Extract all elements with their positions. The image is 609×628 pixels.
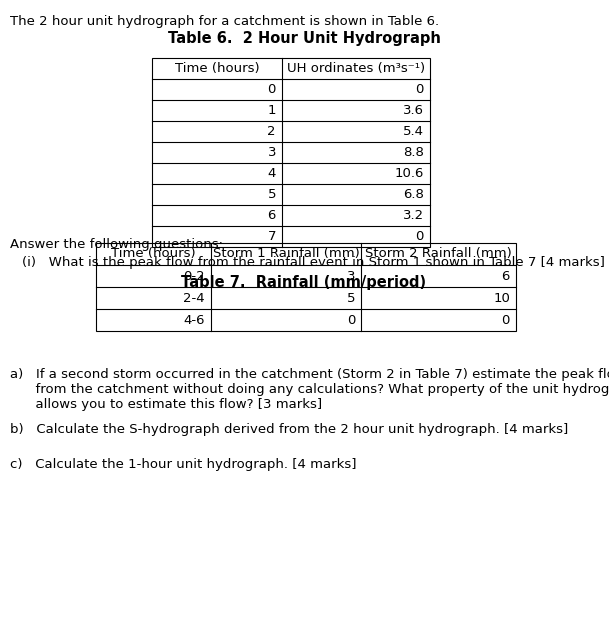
Text: a)   If a second storm occurred in the catchment (Storm 2 in Table 7) estimate t: a) If a second storm occurred in the cat… xyxy=(10,368,609,381)
Text: 1: 1 xyxy=(267,104,276,117)
Text: 5: 5 xyxy=(267,188,276,201)
Text: 6: 6 xyxy=(502,269,510,283)
Text: 2-4: 2-4 xyxy=(183,291,205,305)
Text: 4: 4 xyxy=(267,167,276,180)
Text: Time (hours): Time (hours) xyxy=(111,247,196,261)
Text: (i)   What is the peak flow from the rainfall event in Storm 1 shown in Table 7 : (i) What is the peak flow from the rainf… xyxy=(22,256,605,269)
Text: 0-2: 0-2 xyxy=(183,269,205,283)
Text: 10: 10 xyxy=(493,291,510,305)
Text: Table 7.  Rainfall (mm/period): Table 7. Rainfall (mm/period) xyxy=(181,275,426,290)
Text: 6.8: 6.8 xyxy=(403,188,424,201)
Text: 3.2: 3.2 xyxy=(403,209,424,222)
Text: allows you to estimate this flow? [3 marks]: allows you to estimate this flow? [3 mar… xyxy=(10,398,322,411)
Text: Storm 2 Rainfall (mm): Storm 2 Rainfall (mm) xyxy=(365,247,512,261)
Text: 8.8: 8.8 xyxy=(403,146,424,159)
Text: 0: 0 xyxy=(267,83,276,96)
Text: Table 6.  2 Hour Unit Hydrograph: Table 6. 2 Hour Unit Hydrograph xyxy=(167,31,440,46)
Bar xyxy=(96,243,516,331)
Text: 5.4: 5.4 xyxy=(403,125,424,138)
Bar xyxy=(152,58,430,247)
Text: 4-6: 4-6 xyxy=(183,313,205,327)
Text: 10.6: 10.6 xyxy=(395,167,424,180)
Text: 6: 6 xyxy=(267,209,276,222)
Text: UH ordinates (m³s⁻¹): UH ordinates (m³s⁻¹) xyxy=(287,62,425,75)
Text: 0: 0 xyxy=(502,313,510,327)
Text: b)   Calculate the S-hydrograph derived from the 2 hour unit hydrograph. [4 mark: b) Calculate the S-hydrograph derived fr… xyxy=(10,423,568,436)
Text: 0: 0 xyxy=(415,230,424,243)
Text: 0: 0 xyxy=(347,313,355,327)
Text: 0: 0 xyxy=(415,83,424,96)
Text: 3: 3 xyxy=(347,269,355,283)
Text: 7: 7 xyxy=(267,230,276,243)
Text: from the catchment without doing any calculations? What property of the unit hyd: from the catchment without doing any cal… xyxy=(10,383,609,396)
Text: The 2 hour unit hydrograph for a catchment is shown in Table 6.: The 2 hour unit hydrograph for a catchme… xyxy=(10,15,439,28)
Text: 3.6: 3.6 xyxy=(403,104,424,117)
Text: 5: 5 xyxy=(347,291,355,305)
Text: Answer the following questions:: Answer the following questions: xyxy=(10,238,223,251)
Text: Storm 1 Rainfall (mm): Storm 1 Rainfall (mm) xyxy=(213,247,359,261)
Text: Time (hours): Time (hours) xyxy=(175,62,259,75)
Text: 3: 3 xyxy=(267,146,276,159)
Text: c)   Calculate the 1-hour unit hydrograph. [4 marks]: c) Calculate the 1-hour unit hydrograph.… xyxy=(10,458,356,471)
Text: 2: 2 xyxy=(267,125,276,138)
